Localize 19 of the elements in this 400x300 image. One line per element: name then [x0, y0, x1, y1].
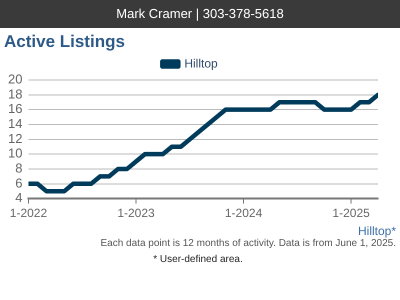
x-tick-label: 1-2023: [117, 206, 156, 220]
y-tick-label: 12: [8, 130, 22, 146]
legend-label: Hilltop: [184, 56, 218, 70]
text: * User-defined area.: [152, 254, 244, 266]
text: Each data point is 12 months of activity. Data is from June 1, 2025.: [99, 238, 397, 250]
y-tick-label: 6: [15, 175, 22, 190]
y-tick-label: 8: [15, 160, 22, 176]
y-tick-label: 18: [8, 86, 22, 102]
y-tick-label: 10: [8, 146, 22, 161]
y-tick-label: 16: [8, 101, 22, 116]
text: Hilltop*: [356, 224, 397, 238]
x-tick-label: 1-2024: [224, 206, 263, 220]
y-tick-label: 14: [8, 116, 22, 132]
y-tick-label: 20: [8, 72, 22, 87]
chart-title: Active Listings: [3, 32, 126, 52]
y-tick-label: 4: [15, 190, 22, 206]
x-tick-label: 1-2022: [10, 206, 48, 220]
text: Mark Cramer | 303-378-5618: [0, 0, 400, 28]
x-tick-label: 1-2025: [332, 206, 370, 220]
